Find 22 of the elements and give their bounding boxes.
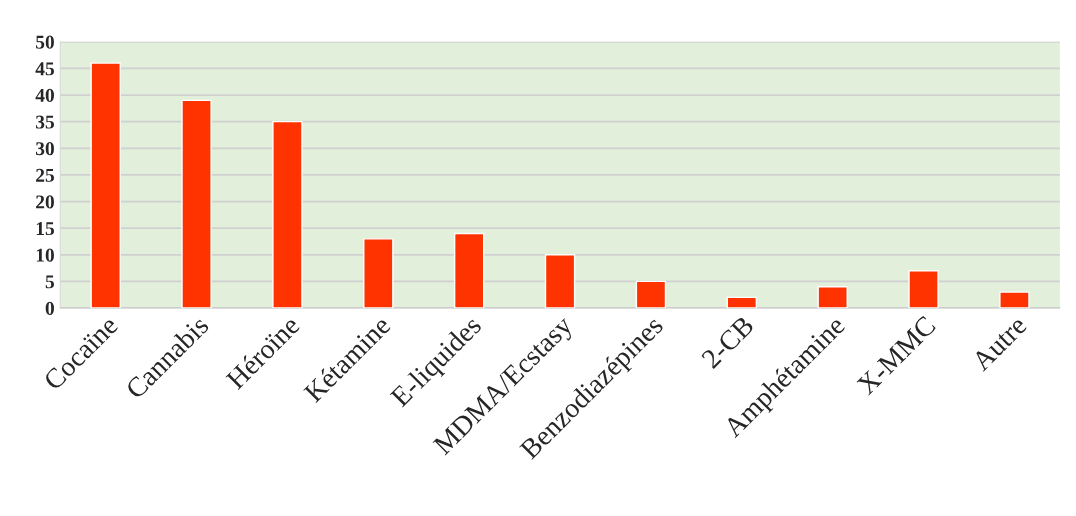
- y-tick-label: 10: [36, 248, 54, 262]
- y-tick-label: 5: [45, 275, 54, 289]
- bar: [544, 254, 576, 309]
- bar: [726, 296, 758, 309]
- y-tick-label: 50: [36, 35, 54, 49]
- y-tick-label: 30: [35, 142, 54, 156]
- y-tick-label: 15: [36, 222, 54, 236]
- bar: [817, 286, 848, 309]
- y-tick-label: 25: [36, 168, 54, 182]
- bar: [635, 280, 667, 309]
- bar: [453, 232, 485, 309]
- bar: [363, 238, 394, 309]
- y-tick-label: 20: [36, 195, 54, 209]
- y-tick-label: 45: [35, 62, 54, 76]
- y-tick-label: 35: [35, 115, 54, 129]
- bar: [908, 270, 939, 309]
- bar: [181, 99, 212, 309]
- bar: [90, 62, 121, 309]
- bar: [999, 291, 1030, 309]
- bar: [272, 120, 303, 309]
- y-tick-label: 0: [45, 301, 54, 315]
- y-tick-label: 40: [35, 88, 54, 102]
